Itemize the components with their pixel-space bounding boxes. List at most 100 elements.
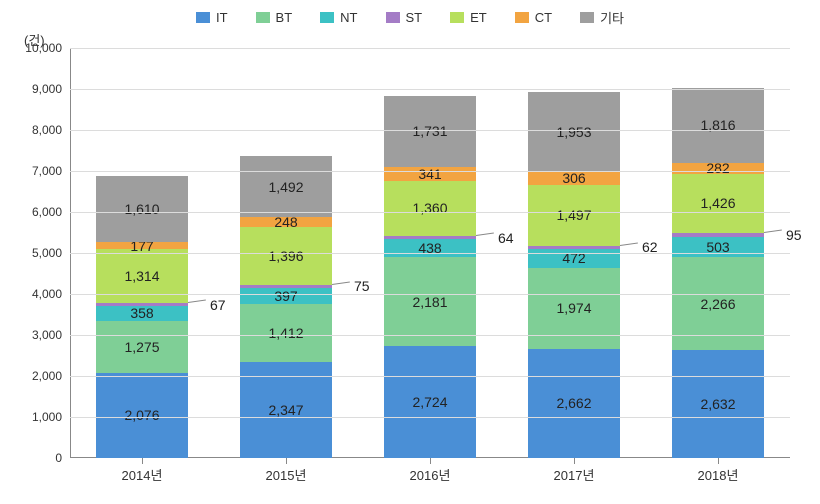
segment-value: 1,816 (700, 117, 735, 133)
bar-column: 2,6322,266503951,4262821,8162018년 (672, 88, 764, 458)
segment-value: 1,953 (556, 124, 591, 140)
bar-segment-bt: 1,974 (528, 268, 620, 349)
segment-callout-label: 95 (764, 227, 802, 243)
grid-line (70, 376, 790, 377)
bar-segment-ct: 248 (240, 217, 332, 227)
legend-swatch-icon (515, 12, 529, 23)
segment-value: 282 (706, 160, 729, 176)
callout-line-icon (332, 281, 350, 284)
bar-segment-nt: 397 (240, 288, 332, 304)
legend-swatch-icon (320, 12, 334, 23)
x-tick-mark (286, 458, 287, 464)
legend-item-et: ET (450, 8, 487, 27)
bar-segment-st: 64 (384, 236, 476, 239)
legend-label: NT (340, 10, 357, 25)
segment-value: 1,731 (412, 123, 447, 139)
bar-segment-etc: 1,953 (528, 92, 620, 172)
segment-value: 1,974 (556, 300, 591, 316)
bar-segment-et: 1,360 (384, 181, 476, 237)
segment-value: 1,275 (124, 339, 159, 355)
grid-line (70, 130, 790, 131)
callout-line-icon (188, 300, 206, 303)
bar-segment-ct: 306 (528, 172, 620, 185)
legend-swatch-icon (450, 12, 464, 23)
segment-value: 95 (786, 227, 802, 243)
bar-segment-et: 1,497 (528, 185, 620, 246)
y-tick-label: 1,000 (12, 410, 62, 424)
segment-value: 1,396 (268, 248, 303, 264)
bar-segment-ct: 177 (96, 242, 188, 249)
x-category-label: 2017년 (554, 465, 595, 484)
legend-item-it: IT (196, 8, 228, 27)
segment-value: 397 (274, 288, 297, 304)
segment-value: 1,610 (124, 201, 159, 217)
bar-segment-ct: 341 (384, 167, 476, 181)
y-tick-label: 9,000 (12, 82, 62, 96)
legend-label: IT (216, 10, 228, 25)
bar-segment-etc: 1,731 (384, 96, 476, 167)
segment-value: 75 (354, 278, 370, 294)
y-tick-label: 8,000 (12, 123, 62, 137)
y-tick-label: 2,000 (12, 369, 62, 383)
segment-value: 1,360 (412, 200, 447, 216)
grid-line (70, 335, 790, 336)
stacked-bar-chart: ITBTNTSTETCT기타 (건) 2,0761,275358671,3141… (0, 0, 820, 504)
bar-segment-nt: 438 (384, 239, 476, 257)
legend-swatch-icon (386, 12, 400, 23)
bar-segment-st: 62 (528, 246, 620, 249)
segment-value: 2,347 (268, 402, 303, 418)
bar-segment-et: 1,396 (240, 227, 332, 284)
grid-line (70, 212, 790, 213)
legend-item-st: ST (386, 8, 423, 27)
segment-value: 2,632 (700, 396, 735, 412)
segment-value: 306 (562, 170, 585, 186)
legend-label: ET (470, 10, 487, 25)
bar-segment-bt: 2,266 (672, 257, 764, 350)
segment-value: 2,662 (556, 395, 591, 411)
legend-swatch-icon (580, 12, 594, 23)
bar-segment-etc: 1,492 (240, 156, 332, 217)
legend: IT BT NT ST ET CT 기타 (0, 8, 820, 27)
legend-label: 기타 (600, 8, 624, 27)
segment-value: 1,412 (268, 325, 303, 341)
legend-item-etc: 기타 (580, 8, 624, 27)
callout-line-icon (476, 233, 494, 236)
y-tick-label: 4,000 (12, 287, 62, 301)
segment-value: 358 (130, 305, 153, 321)
bar-segment-it: 2,076 (96, 373, 188, 458)
legend-label: CT (535, 10, 552, 25)
segment-value: 1,426 (700, 195, 735, 211)
x-tick-mark (142, 458, 143, 464)
x-category-label: 2016년 (410, 465, 451, 484)
bar-column: 2,7242,181438641,3603411,7312016년 (384, 96, 476, 458)
legend-swatch-icon (256, 12, 270, 23)
y-tick-label: 0 (12, 451, 62, 465)
bar-segment-etc: 1,816 (672, 88, 764, 162)
grid-line (70, 417, 790, 418)
bar-segment-ct: 282 (672, 163, 764, 175)
bar-segment-st: 67 (96, 303, 188, 306)
y-tick-label: 3,000 (12, 328, 62, 342)
bar-segment-it: 2,632 (672, 350, 764, 458)
x-category-label: 2014년 (122, 465, 163, 484)
bar-column: 2,0761,275358671,3141771,6102014년 (96, 176, 188, 458)
x-category-label: 2015년 (266, 465, 307, 484)
legend-label: BT (276, 10, 293, 25)
y-tick-label: 10,000 (12, 41, 62, 55)
bar-segment-bt: 1,412 (240, 304, 332, 362)
x-category-label: 2018년 (698, 465, 739, 484)
callout-line-icon (620, 242, 638, 245)
legend-item-ct: CT (515, 8, 552, 27)
bar-segment-st: 75 (240, 285, 332, 288)
segment-value: 67 (210, 297, 226, 313)
callout-line-icon (764, 230, 782, 233)
bar-segment-bt: 2,181 (384, 257, 476, 346)
segment-callout-label: 64 (476, 230, 514, 246)
segment-value: 341 (418, 166, 441, 182)
bar-segment-et: 1,314 (96, 249, 188, 303)
plot-area: 2,0761,275358671,3141771,6102014년2,3471,… (70, 48, 790, 458)
bar-segment-nt: 503 (672, 237, 764, 258)
bar-segment-bt: 1,275 (96, 321, 188, 373)
legend-label: ST (406, 10, 423, 25)
segment-callout-label: 75 (332, 278, 370, 294)
